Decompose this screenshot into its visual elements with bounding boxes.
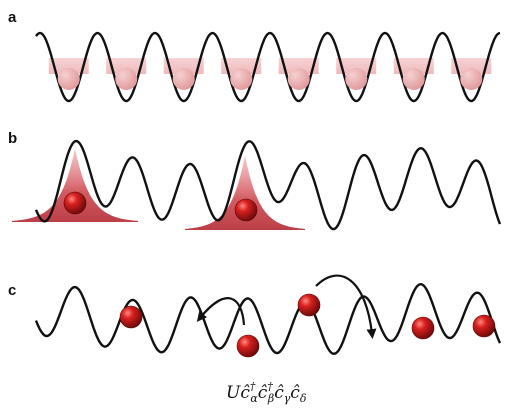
energy-band xyxy=(336,58,377,74)
formula-dag1: † xyxy=(250,380,256,393)
particle-icon xyxy=(460,68,483,90)
formula-sub-alpha: α xyxy=(250,392,258,405)
particle-icon xyxy=(297,293,321,317)
formula-sub-delta: δ xyxy=(300,392,307,405)
particle-icon xyxy=(345,68,368,90)
hop-arrow-right-icon xyxy=(315,274,377,339)
particle-icon xyxy=(472,314,496,338)
formula-c2: ĉ xyxy=(258,383,268,403)
particle-icon xyxy=(402,68,425,90)
panel-a-label: a xyxy=(8,9,17,26)
energy-band xyxy=(278,58,319,74)
formula-U: U xyxy=(226,383,241,403)
band-group xyxy=(48,58,492,74)
particle-icon xyxy=(236,334,260,358)
formula-c1: ĉ xyxy=(240,383,250,403)
interaction-formula: Uĉ† αĉ† βĉγĉδ xyxy=(226,380,307,405)
particle-group xyxy=(119,293,496,358)
particle-icon xyxy=(115,68,138,90)
formula-sub-gamma: γ xyxy=(284,392,291,405)
wavepacket-right xyxy=(185,155,305,230)
interacting-potential xyxy=(34,282,502,356)
particle-icon xyxy=(411,316,435,340)
panel-c-label: c xyxy=(8,282,16,299)
particle-icon xyxy=(119,305,143,329)
panel-c xyxy=(34,274,502,358)
disordered-potential xyxy=(34,139,502,231)
particle-icon xyxy=(57,68,80,90)
wavepacket-left xyxy=(12,148,138,222)
energy-band xyxy=(106,58,147,74)
energy-band xyxy=(163,58,204,74)
panel-a xyxy=(35,31,501,103)
particle-icon xyxy=(172,68,195,90)
particle-icon xyxy=(287,68,310,90)
formula-c4: ĉ xyxy=(290,383,300,403)
panel-b-label: b xyxy=(8,130,17,147)
particle-icon xyxy=(230,68,253,90)
energy-band xyxy=(221,58,262,74)
energy-band xyxy=(48,58,89,74)
formula-dag2: † xyxy=(267,380,273,393)
energy-band xyxy=(451,58,492,74)
formula-c3: ĉ xyxy=(274,383,284,403)
particle-icon xyxy=(63,191,87,215)
particle-icon xyxy=(234,198,258,222)
particle-group xyxy=(63,191,258,222)
hop-arrow-left-icon xyxy=(196,297,246,326)
panel-b xyxy=(12,139,502,231)
formula-sub-beta: β xyxy=(267,392,274,405)
energy-band xyxy=(393,58,434,74)
periodic-potential xyxy=(35,31,501,103)
particle-group xyxy=(57,68,483,90)
